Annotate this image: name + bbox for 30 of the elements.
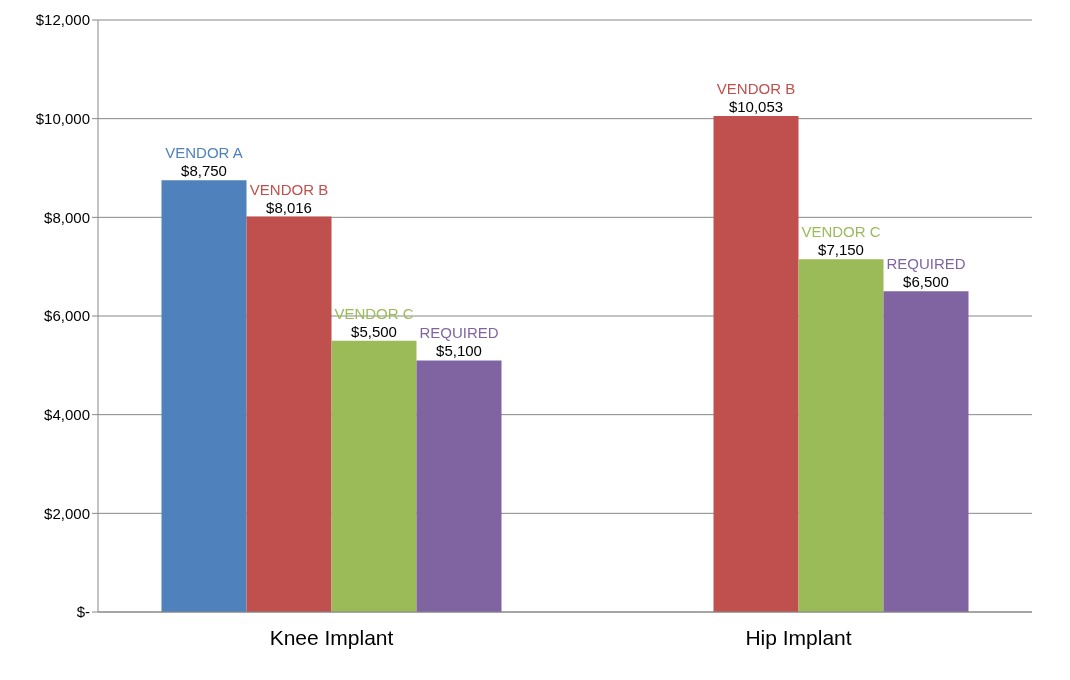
y-tick-label: $6,000 <box>44 307 90 325</box>
x-tick-label: Hip Implant <box>745 625 852 649</box>
text: VENDOR C <box>334 304 414 322</box>
text: VENDOR B <box>716 80 796 98</box>
series-label: REQUIRED <box>419 324 499 342</box>
data-label: $5,500 <box>351 322 397 340</box>
bar <box>798 259 884 612</box>
y-tick-label: $10,000 <box>35 109 90 127</box>
y-tick-label: $12,000 <box>35 11 90 29</box>
bar <box>416 360 502 612</box>
series-label: VENDOR B <box>249 180 329 198</box>
series-label: VENDOR A <box>165 144 243 162</box>
data-label: $5,100 <box>436 342 482 360</box>
text: REQUIRED <box>886 255 966 273</box>
bar <box>161 180 247 612</box>
bar <box>246 216 332 612</box>
series-label: VENDOR C <box>801 223 881 241</box>
bar <box>331 340 417 612</box>
bar <box>883 291 969 612</box>
y-tick-label: $- <box>76 603 90 621</box>
data-label: $10,053 <box>728 98 784 116</box>
data-label: $8,750 <box>181 162 227 180</box>
x-tick-label: Knee Implant <box>269 625 394 649</box>
y-tick-label: $4,000 <box>44 405 90 423</box>
data-label: $8,016 <box>266 198 312 216</box>
y-tick-label: $8,000 <box>44 208 90 226</box>
data-label: $6,500 <box>903 273 949 291</box>
data-label: $7,150 <box>818 241 864 259</box>
y-tick-label: $2,000 <box>44 504 90 522</box>
bar <box>713 116 799 612</box>
